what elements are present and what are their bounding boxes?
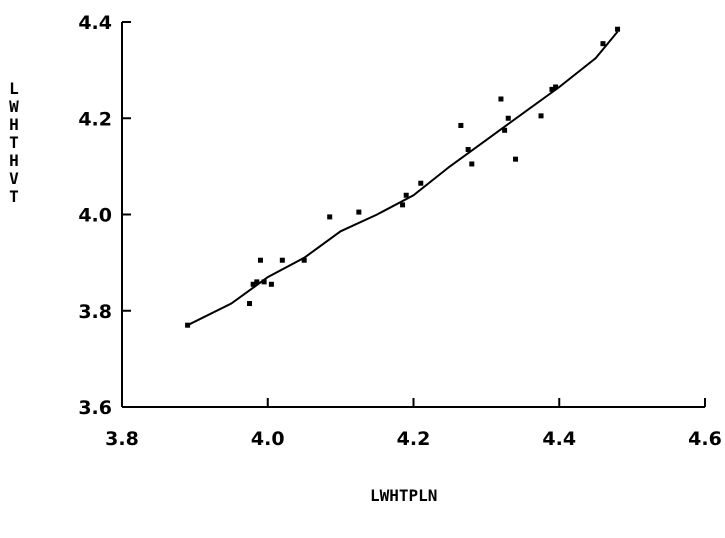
data-point xyxy=(247,301,253,307)
y-tick-label: 4.0 xyxy=(78,205,112,227)
data-point xyxy=(505,115,511,121)
data-point xyxy=(356,209,362,215)
data-point xyxy=(250,281,256,287)
ticks: 3.6 3.8 4.0 4.2 4.4 3.8 4.0 4.2 4.4 4.6 xyxy=(78,12,722,450)
data-point xyxy=(538,113,544,119)
y-axis-label-char: W xyxy=(9,97,19,116)
x-tick-label: 4.0 xyxy=(251,428,285,450)
data-point xyxy=(268,281,274,287)
data-point xyxy=(498,96,504,102)
y-tick-label: 3.8 xyxy=(78,301,112,323)
axes xyxy=(121,22,705,408)
y-tick-label: 4.2 xyxy=(78,108,112,130)
y-tick-label: 3.6 xyxy=(78,397,112,419)
y-axis-label-char: V xyxy=(9,169,19,188)
data-point xyxy=(418,180,424,186)
data-point xyxy=(549,86,555,92)
data-point xyxy=(400,202,406,208)
fit-line xyxy=(187,30,619,327)
data-point xyxy=(513,156,519,162)
data-point xyxy=(257,257,263,263)
x-tick-label: 4.4 xyxy=(542,428,576,450)
data-point xyxy=(502,127,508,133)
x-tick-label: 4.6 xyxy=(688,428,722,450)
data-point xyxy=(254,279,260,285)
data-point xyxy=(185,322,191,328)
data-point xyxy=(279,257,285,263)
y-axis-label-char: T xyxy=(9,133,19,152)
y-axis-label-char: T xyxy=(9,187,19,206)
y-axis-label-char: H xyxy=(9,151,19,170)
data-point xyxy=(403,192,409,198)
x-tick-label: 4.2 xyxy=(397,428,431,450)
data-point xyxy=(615,26,621,32)
x-axis-label: LWHTPLN xyxy=(370,486,438,505)
data-point xyxy=(553,84,559,90)
y-axis-label-char: L xyxy=(9,79,19,98)
y-axis-label-char: H xyxy=(9,115,19,134)
data-point xyxy=(458,122,464,128)
data-point xyxy=(261,279,267,285)
data-point xyxy=(327,214,333,220)
data-point xyxy=(465,147,471,153)
data-point xyxy=(469,161,475,167)
data-point xyxy=(600,41,606,47)
data-points xyxy=(185,26,621,328)
x-tick-label: 3.8 xyxy=(105,428,139,450)
data-point xyxy=(301,257,307,263)
y-tick-label: 4.4 xyxy=(78,12,112,34)
